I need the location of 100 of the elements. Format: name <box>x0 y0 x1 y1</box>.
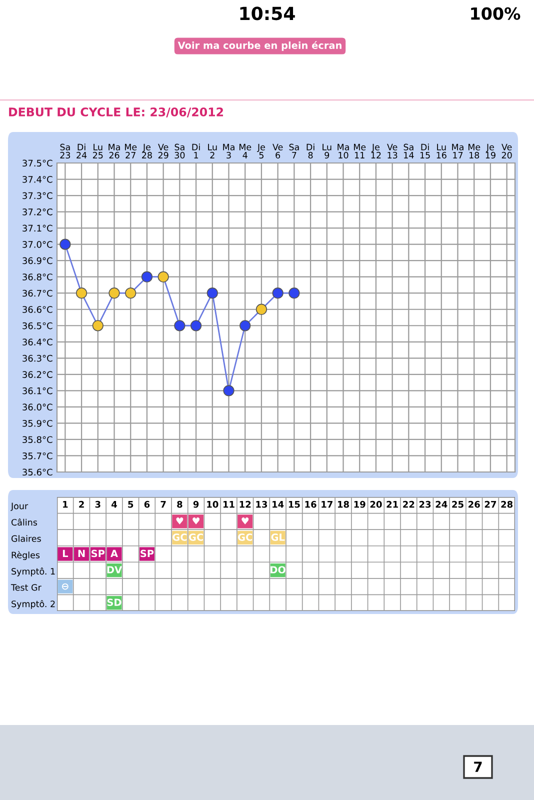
text: GC <box>238 534 252 541</box>
text: GC <box>188 534 203 541</box>
x-tick-label: Di 15 <box>420 144 430 159</box>
y-tick-label: 37.3°C <box>22 192 52 200</box>
text: GL <box>271 534 285 541</box>
x-tick-label: 16 <box>305 500 316 508</box>
y-tick-label: 36.9°C <box>22 257 52 264</box>
x-tick-label: Je 28 <box>142 144 152 159</box>
text: GC <box>172 534 187 541</box>
x-tick-label: 4 <box>112 501 117 508</box>
x-tick-label: 6 <box>144 500 150 508</box>
y-tick-label: 36.6°C <box>22 306 52 313</box>
y-tick-label: 36.8°C <box>22 274 52 280</box>
y-tick-label: 36.3°C <box>22 354 52 362</box>
x-tick-label: 15 <box>288 501 300 508</box>
x-tick-label: 24 <box>436 500 448 508</box>
x-tick-label: 27 <box>484 500 496 508</box>
x-tick-label: 1 <box>63 501 68 508</box>
y-tick-label: 37.1°C <box>22 224 52 232</box>
y-tick-label: 36.7°C <box>22 290 52 297</box>
x-tick-label: Lu 2 <box>208 144 217 158</box>
x-tick-label: 14 <box>272 501 284 508</box>
x-tick-label: 23 <box>419 500 431 508</box>
y-tick-label: 37.2°C <box>22 208 52 216</box>
x-tick-label: Me 11 <box>354 144 366 158</box>
y-tick-label: 37.0°C <box>22 241 52 248</box>
x-tick-label: 17 <box>322 501 332 508</box>
x-axis-title: Jour <box>10 502 28 511</box>
x-tick-label: Ve 20 <box>502 144 512 159</box>
y-tick-label: 36.0°C <box>22 404 52 411</box>
text: DV <box>107 566 122 574</box>
x-tick-label: 28 <box>501 500 513 508</box>
x-tick-label: Lu 9 <box>322 144 332 159</box>
x-tick-label: Lu 16 <box>436 144 446 159</box>
y-tick-label: 37.5°C <box>22 160 52 167</box>
text: 10:54 <box>240 6 295 20</box>
text: L <box>62 550 68 558</box>
x-tick-label: Lu 25 <box>92 144 103 159</box>
text: SP <box>92 550 105 558</box>
x-tick-label: 10 <box>207 500 218 508</box>
x-tick-label: 21 <box>386 500 398 508</box>
x-tick-label: Sa 7 <box>289 144 299 158</box>
text: ♥ <box>242 517 249 524</box>
x-tick-label: 2 <box>79 500 84 508</box>
y-tick-label: Règles <box>12 551 40 560</box>
x-tick-label: 19 <box>354 500 366 508</box>
y-tick-label: 35.9°C <box>22 420 52 427</box>
x-tick-label: Je 19 <box>486 144 496 159</box>
x-tick-label: Sa 14 <box>404 144 414 158</box>
y-tick-label: Test Gr <box>10 584 42 591</box>
y-tick-label: 35.7°C <box>22 452 52 460</box>
y-tick-label: Symptô. 1 <box>12 568 55 576</box>
x-tick-label: Di 24 <box>76 144 87 158</box>
x-tick-label: 13 <box>256 500 268 508</box>
y-tick-label: 36.2°C <box>22 371 52 378</box>
y-tick-label: 35.8°C <box>22 436 52 444</box>
x-tick-label: Me 18 <box>468 144 480 159</box>
text: DO <box>270 566 286 574</box>
y-tick-label: 36.5°C <box>22 322 52 330</box>
text: ⊖ <box>62 583 68 590</box>
text: A <box>110 550 118 558</box>
y-tick-label: 36.4°C <box>22 338 52 346</box>
x-tick-label: Di 1 <box>192 144 200 158</box>
y-tick-label: 37.4°C <box>22 176 52 183</box>
text: 7 <box>474 762 482 772</box>
text: Voir ma courbe en plein écran <box>178 41 342 51</box>
x-tick-label: Ve 6 <box>272 144 283 159</box>
text: ♥ <box>176 517 184 524</box>
x-tick-label: 3 <box>95 500 100 508</box>
y-tick-label: 35.6°C <box>22 468 52 476</box>
x-tick-label: Ma 17 <box>452 144 464 158</box>
x-tick-label: Me 27 <box>125 144 137 158</box>
x-tick-label: Ma 3 <box>223 144 234 159</box>
x-tick-label: 22 <box>403 500 414 508</box>
x-tick-label: Ma 26 <box>108 144 120 159</box>
x-tick-label: 12 <box>240 500 251 508</box>
x-tick-label: 8 <box>177 500 182 508</box>
chart-title: DEBUT DU CYCLE LE: 23/06/2012 <box>9 107 223 118</box>
y-tick-label: Câlins <box>11 518 38 526</box>
x-tick-label: 11 <box>223 501 234 508</box>
text: 100% <box>471 7 520 20</box>
x-tick-label: 25 <box>452 500 464 508</box>
text: SP <box>140 550 154 558</box>
x-tick-label: Ve 29 <box>158 144 168 159</box>
y-tick-label: Symptô. 2 <box>12 600 55 609</box>
x-tick-label: 7 <box>160 501 166 508</box>
text: N <box>78 550 85 558</box>
x-tick-label: Sa 30 <box>174 144 185 159</box>
y-tick-label: Glaires <box>11 535 41 542</box>
x-tick-label: Je 12 <box>371 144 381 158</box>
text: ♥ <box>192 517 200 524</box>
x-tick-label: 26 <box>468 500 480 508</box>
x-tick-label: 5 <box>128 501 134 508</box>
x-tick-label: 20 <box>370 500 382 508</box>
y-tick-label: 36.1°C <box>22 387 52 394</box>
x-tick-label: Ma 10 <box>338 144 349 159</box>
x-tick-label: Je 5 <box>257 144 265 159</box>
x-tick-label: Sa 23 <box>60 144 70 159</box>
text: SD <box>107 598 122 606</box>
x-tick-label: 18 <box>338 500 349 508</box>
